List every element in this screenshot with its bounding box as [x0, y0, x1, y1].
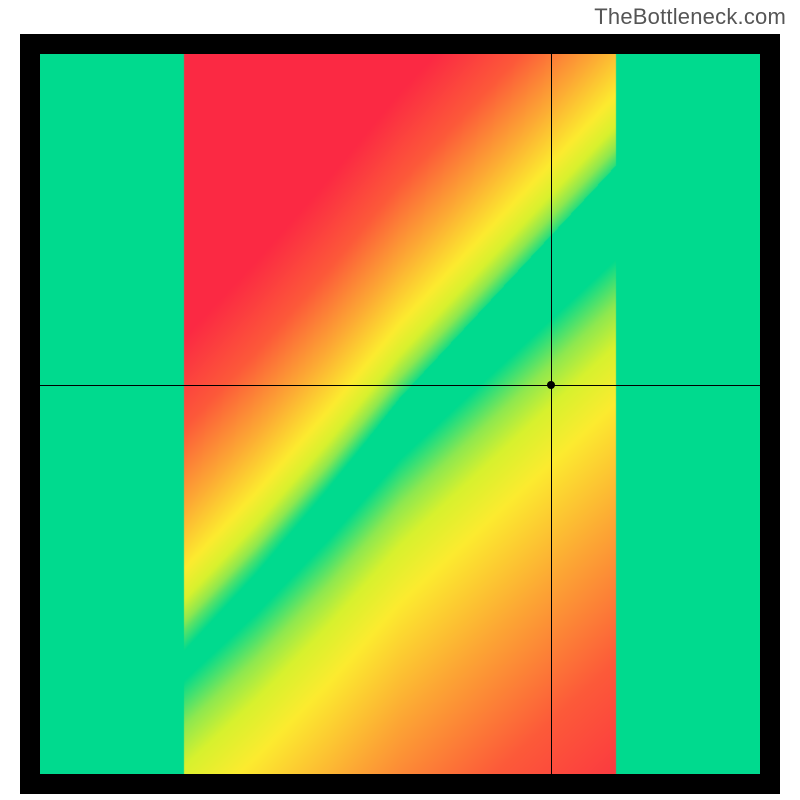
crosshair-vertical-line: [551, 54, 552, 774]
watermark-text: TheBottleneck.com: [594, 4, 786, 30]
chart-frame: [20, 34, 780, 794]
crosshair-target-dot[interactable]: [547, 381, 555, 389]
crosshair-horizontal-line: [40, 385, 760, 386]
plot-overlay: [40, 54, 760, 774]
